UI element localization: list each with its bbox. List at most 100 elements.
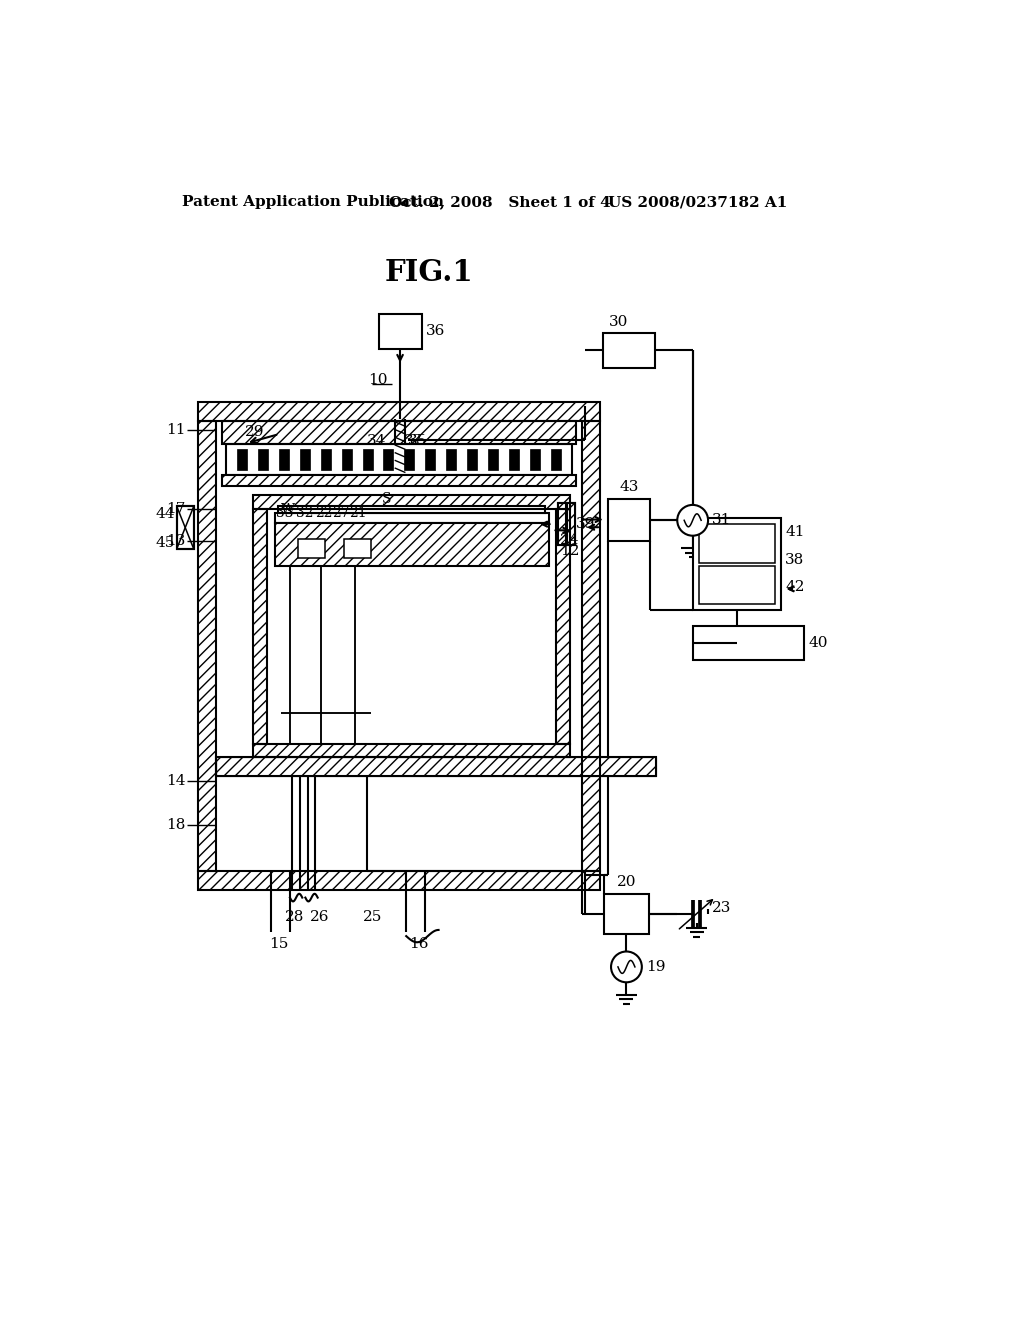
- Bar: [467, 449, 477, 470]
- Text: US 2008/0237182 A1: US 2008/0237182 A1: [608, 195, 787, 210]
- Text: 45: 45: [156, 536, 175, 550]
- Bar: [488, 449, 498, 470]
- Bar: [425, 449, 435, 470]
- Bar: [344, 539, 371, 558]
- Bar: [556, 508, 570, 743]
- Bar: [567, 503, 574, 545]
- Text: S: S: [382, 492, 391, 506]
- Text: 43: 43: [620, 480, 638, 494]
- Bar: [198, 871, 600, 890]
- Bar: [558, 503, 565, 545]
- Bar: [321, 449, 331, 470]
- Text: 32: 32: [296, 507, 313, 520]
- Bar: [692, 517, 781, 610]
- Bar: [198, 403, 600, 421]
- Bar: [198, 403, 600, 421]
- Text: FIG.1: FIG.1: [385, 257, 474, 286]
- Bar: [698, 524, 775, 562]
- Bar: [298, 539, 325, 558]
- Bar: [253, 508, 267, 743]
- Text: 17: 17: [167, 502, 186, 516]
- Bar: [253, 743, 570, 758]
- Text: 35: 35: [408, 434, 427, 447]
- Text: 23: 23: [712, 900, 731, 915]
- Bar: [177, 507, 194, 549]
- Bar: [692, 626, 804, 660]
- Text: Patent Application Publication: Patent Application Publication: [182, 195, 444, 210]
- Bar: [274, 524, 549, 566]
- Bar: [279, 449, 289, 470]
- Bar: [177, 507, 194, 549]
- Bar: [342, 449, 351, 470]
- Bar: [362, 449, 373, 470]
- Text: 15: 15: [269, 937, 289, 950]
- Text: 19: 19: [646, 960, 666, 974]
- Text: 39: 39: [575, 517, 595, 531]
- Bar: [198, 421, 216, 871]
- Text: W: W: [282, 503, 296, 516]
- Bar: [222, 475, 575, 486]
- Bar: [216, 758, 655, 776]
- Bar: [567, 503, 574, 545]
- Bar: [237, 449, 247, 470]
- Text: 28: 28: [286, 909, 305, 924]
- Bar: [198, 871, 600, 890]
- Text: 29: 29: [245, 425, 264, 438]
- Bar: [446, 449, 457, 470]
- Circle shape: [677, 506, 708, 536]
- Bar: [216, 758, 655, 776]
- Bar: [404, 449, 415, 470]
- Text: 10: 10: [368, 374, 387, 387]
- Bar: [561, 507, 571, 541]
- Text: 24: 24: [560, 532, 580, 546]
- Bar: [279, 507, 545, 512]
- Text: 26: 26: [310, 909, 330, 924]
- Text: 40: 40: [808, 636, 827, 649]
- Bar: [558, 503, 574, 545]
- Text: 38: 38: [785, 553, 804, 568]
- Bar: [253, 495, 570, 508]
- Text: Oct. 2, 2008   Sheet 1 of 4: Oct. 2, 2008 Sheet 1 of 4: [388, 195, 610, 210]
- Bar: [253, 495, 570, 508]
- Bar: [274, 512, 549, 523]
- Bar: [582, 421, 600, 871]
- Text: 36: 36: [425, 323, 444, 338]
- Bar: [582, 421, 600, 871]
- Bar: [222, 421, 575, 444]
- Bar: [274, 524, 549, 566]
- Bar: [509, 449, 519, 470]
- Text: 31: 31: [712, 513, 731, 527]
- Text: 27: 27: [333, 507, 350, 520]
- Text: 33: 33: [276, 507, 294, 520]
- Text: 14: 14: [167, 774, 186, 788]
- Bar: [604, 894, 649, 933]
- Text: 37: 37: [403, 434, 423, 447]
- Text: 25: 25: [364, 909, 383, 924]
- Bar: [556, 508, 570, 743]
- Text: 34: 34: [367, 434, 386, 447]
- Text: 21: 21: [349, 507, 367, 520]
- Text: 41: 41: [785, 525, 805, 539]
- Bar: [253, 508, 267, 743]
- Text: 22: 22: [314, 507, 332, 520]
- Text: 42: 42: [785, 581, 805, 594]
- Circle shape: [611, 952, 642, 982]
- Bar: [300, 449, 309, 470]
- Text: 44: 44: [156, 507, 175, 521]
- Bar: [383, 449, 393, 470]
- Bar: [258, 449, 268, 470]
- Bar: [558, 503, 565, 545]
- Bar: [551, 449, 561, 470]
- Text: 13: 13: [167, 535, 186, 548]
- Text: 11: 11: [167, 424, 186, 437]
- Text: 20: 20: [616, 875, 636, 890]
- Bar: [226, 444, 571, 475]
- Bar: [602, 333, 655, 368]
- Bar: [253, 743, 570, 758]
- Text: 16: 16: [410, 937, 429, 950]
- Bar: [698, 566, 775, 605]
- Bar: [608, 499, 650, 541]
- Text: 30: 30: [608, 314, 628, 329]
- Bar: [198, 421, 216, 871]
- Bar: [222, 421, 575, 444]
